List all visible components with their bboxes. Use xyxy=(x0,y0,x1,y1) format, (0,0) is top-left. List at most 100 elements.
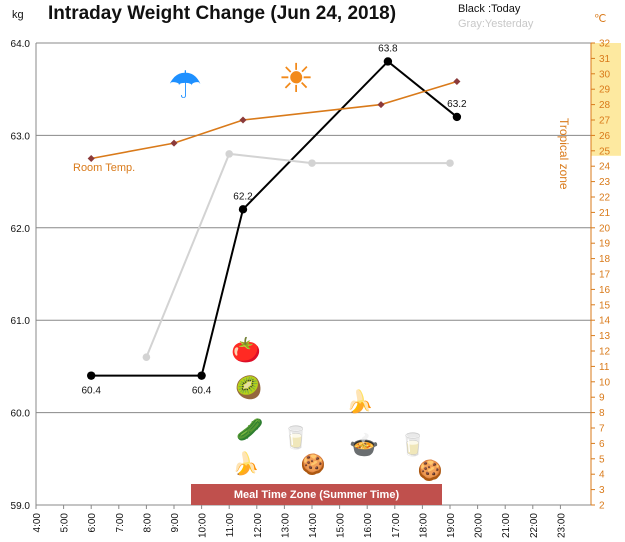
x-tick-label: 4:00 xyxy=(32,513,43,533)
yesterday-point xyxy=(225,150,233,158)
banana-icon: 🍌 xyxy=(232,451,259,477)
series-line-today xyxy=(91,60,458,377)
kiwi-icon: 🥝 xyxy=(235,373,262,401)
water-glass-icon: 🥛 xyxy=(399,432,426,458)
yesterday-point xyxy=(142,353,151,361)
x-tick-label: 14:00 xyxy=(308,513,319,538)
y2-tick-label: 8 xyxy=(599,408,605,419)
y2-tick-label: 11 xyxy=(599,362,610,373)
y-tick-label: 60.0 xyxy=(11,409,31,420)
y2-tick-label: 31 xyxy=(599,54,611,65)
y2-tick-label: 21 xyxy=(599,208,611,219)
y2-tick-label: 32 xyxy=(599,39,611,50)
y2-tick-label: 2 xyxy=(599,501,605,512)
y2-tick-label: 10 xyxy=(599,377,611,388)
axes: 59.060.061.062.063.064.02345678910111213… xyxy=(11,39,611,539)
sun-icon: ☀ xyxy=(278,56,314,102)
legend-yesterday: Gray:Yesterday xyxy=(458,18,534,30)
legend-today: Black :Today xyxy=(458,3,521,15)
cookies-icon: 🍪 xyxy=(301,452,326,476)
x-tick-label: 11:00 xyxy=(225,513,236,538)
x-tick-label: 12:00 xyxy=(253,513,264,538)
y2-tick-label: 24 xyxy=(599,162,611,173)
tomato-icon: 🍅 xyxy=(231,336,261,364)
x-tick-label: 23:00 xyxy=(556,513,567,538)
y2-tick-label: 28 xyxy=(599,100,611,111)
meal-time-zone-bar: Meal Time Zone (Summer Time) xyxy=(191,484,442,505)
x-tick-label: 20:00 xyxy=(474,513,485,538)
y2-tick-label: 3 xyxy=(599,485,605,496)
y2-tick-label: 9 xyxy=(599,393,605,404)
y2-tick-label: 15 xyxy=(599,300,611,311)
series-line-yesterday xyxy=(145,152,450,358)
y-tick-label: 64.0 xyxy=(11,39,31,50)
umbrella-icon: ☂ xyxy=(168,63,202,107)
tropical-zone-label: Tropical zone xyxy=(557,118,571,190)
y-tick-label: 63.0 xyxy=(11,131,31,142)
y2-tick-label: 18 xyxy=(599,254,611,265)
y2-tick-label: 5 xyxy=(599,454,605,465)
yesterday-point xyxy=(446,159,454,167)
y2-tick-label: 13 xyxy=(599,331,611,342)
right-axis-unit: ℃ xyxy=(594,13,607,25)
x-tick-label: 5:00 xyxy=(60,513,71,533)
x-tick-label: 13:00 xyxy=(280,513,291,538)
x-tick-label: 8:00 xyxy=(142,513,153,533)
y2-tick-label: 14 xyxy=(599,316,611,327)
y2-tick-label: 20 xyxy=(599,223,611,234)
x-tick-label: 6:00 xyxy=(87,513,98,533)
y2-tick-label: 12 xyxy=(599,347,611,358)
x-tick-label: 10:00 xyxy=(198,513,209,538)
y2-tick-label: 30 xyxy=(599,69,611,80)
y2-tick-label: 6 xyxy=(599,439,605,450)
room-temp-point xyxy=(377,101,385,109)
y2-tick-label: 7 xyxy=(599,424,605,435)
x-tick-label: 15:00 xyxy=(336,513,347,538)
series-line-room-temp- xyxy=(91,80,458,160)
tropical-zone-fill xyxy=(591,43,621,156)
y2-tick-label: 17 xyxy=(599,270,611,281)
data-label: 63.8 xyxy=(378,43,398,54)
today-point xyxy=(87,371,96,380)
meal-time-zone-label: Meal Time Zone (Summer Time) xyxy=(233,488,400,501)
x-tick-label: 21:00 xyxy=(501,513,512,538)
y-tick-label: 61.0 xyxy=(11,316,31,327)
today-point xyxy=(452,112,462,122)
x-tick-label: 19:00 xyxy=(446,513,457,538)
x-tick-label: 7:00 xyxy=(115,513,126,533)
data-label: 60.4 xyxy=(192,386,212,397)
y2-tick-label: 19 xyxy=(599,239,611,250)
y2-tick-label: 16 xyxy=(599,285,611,296)
data-label: 63.2 xyxy=(447,99,467,110)
x-tick-label: 9:00 xyxy=(170,513,181,533)
today-point xyxy=(238,205,248,214)
x-tick-label: 17:00 xyxy=(391,513,402,538)
y2-tick-label: 25 xyxy=(599,146,611,157)
y2-tick-label: 29 xyxy=(599,85,611,96)
data-label: 60.4 xyxy=(81,386,101,397)
tropical-zone-band xyxy=(591,43,621,156)
water-glass-icon: 🥛 xyxy=(282,425,309,451)
room-temp-label: Room Temp. xyxy=(73,162,136,174)
x-tick-label: 22:00 xyxy=(529,513,540,538)
room-temp-point xyxy=(239,116,247,124)
yesterday-point xyxy=(308,159,316,167)
cucumber-icon: 🥒 xyxy=(236,417,263,443)
y2-tick-label: 23 xyxy=(599,177,611,188)
soup-icon: 🍲 xyxy=(349,431,379,459)
y2-tick-label: 27 xyxy=(599,116,611,127)
y2-tick-label: 22 xyxy=(599,193,611,204)
icons-layer: ☂ ☀🍅🥝🥒🍌🥛🍪🍌🍲 🥛🍪 xyxy=(168,56,442,482)
cookies-icon: 🍪 xyxy=(418,458,443,482)
room-temp-point xyxy=(170,139,178,147)
x-tick-label: 18:00 xyxy=(418,513,429,538)
y2-tick-label: 4 xyxy=(599,470,605,481)
left-axis-unit: kg xyxy=(12,9,24,21)
room-temp-point xyxy=(453,77,461,86)
chart-title: Intraday Weight Change (Jun 24, 2018) xyxy=(48,3,397,24)
x-tick-label: 16:00 xyxy=(363,513,374,538)
y2-tick-label: 26 xyxy=(599,131,611,142)
y-tick-label: 59.0 xyxy=(11,501,31,512)
data-label: 62.2 xyxy=(233,191,253,202)
